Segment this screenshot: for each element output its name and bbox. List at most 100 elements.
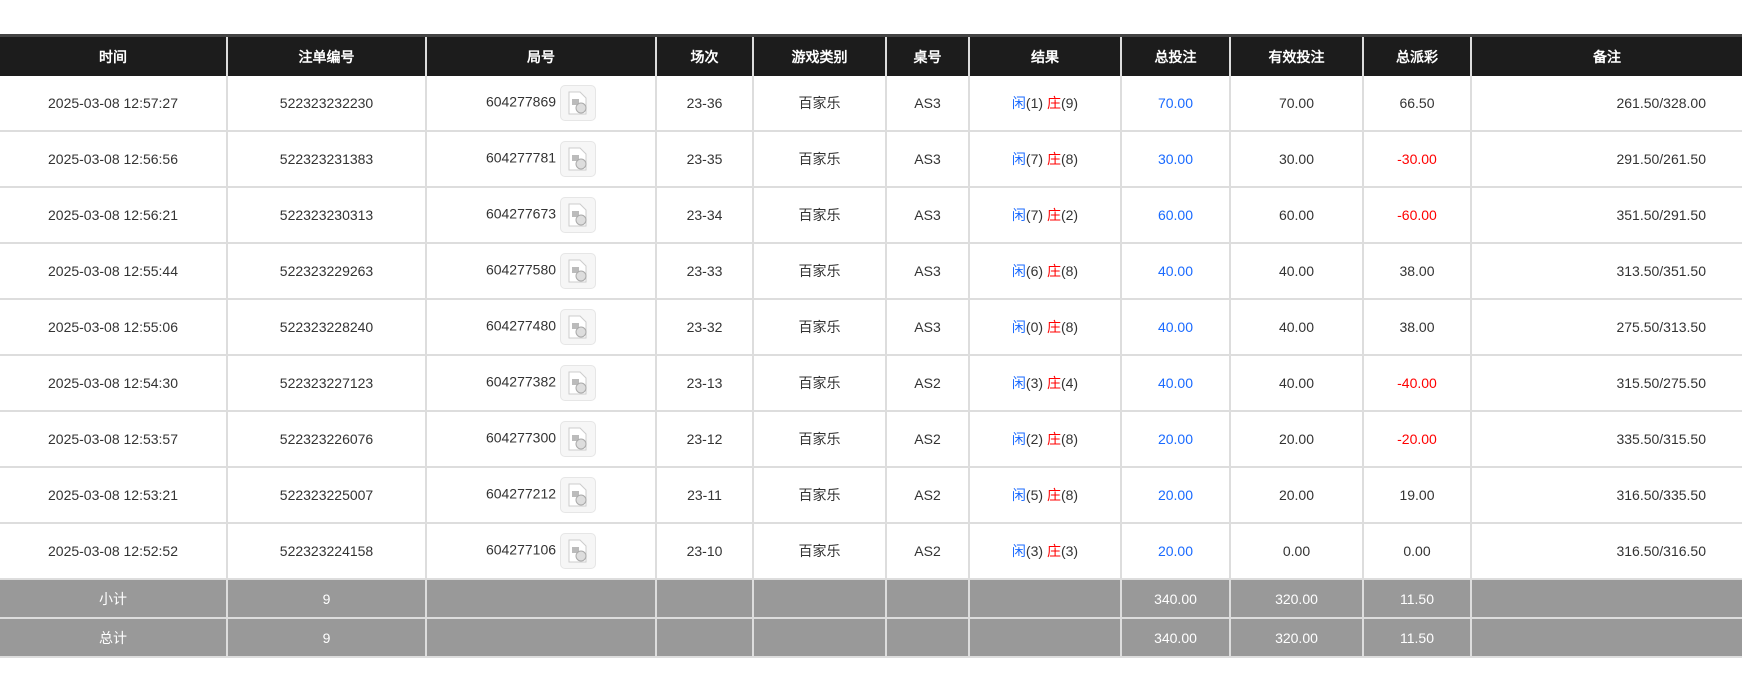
empty-cell [425, 579, 656, 619]
payout-cell: 0.00 [1362, 523, 1471, 580]
game-type-cell: 百家乐 [752, 76, 886, 132]
player-label: 闲 [1011, 543, 1026, 559]
table-row: 2025-03-08 12:53:21 522323225007 6042772… [0, 467, 1742, 524]
round-number: 604277382 [485, 373, 557, 390]
video-replay-icon[interactable] [560, 141, 597, 177]
result-cell: 闲(0) 庄(8) [968, 299, 1121, 356]
round-cell: 604277106 [425, 523, 656, 580]
player-label: 闲 [1011, 487, 1026, 503]
remark-cell: 351.50/291.50 [1470, 187, 1742, 244]
video-replay-icon[interactable] [560, 421, 597, 457]
valid-bet-cell: 40.00 [1229, 243, 1363, 300]
session-cell: 23-34 [655, 187, 753, 244]
game-type-cell: 百家乐 [752, 243, 886, 300]
total-bet-cell: 40.00 [1120, 299, 1230, 356]
table-cell: AS2 [885, 523, 969, 580]
column-header: 桌号 [885, 34, 969, 76]
result-cell: 闲(5) 庄(8) [968, 467, 1121, 524]
video-replay-icon[interactable] [560, 253, 597, 289]
session-cell: 23-10 [655, 523, 753, 580]
banker-label: 庄 [1046, 319, 1061, 335]
bet-records-table: 时间 注单编号 局号 场次 游戏类别 桌号 结果 总投注 有效投注 总派彩 备注 2025-03-0… [0, 34, 1742, 658]
table-cell: AS3 [885, 187, 969, 244]
subtotal-label: 小计 [0, 579, 227, 619]
banker-label: 庄 [1046, 487, 1061, 503]
table-row: 2025-03-08 12:52:52 522323224158 6042771… [0, 523, 1742, 580]
player-score: (1) [1025, 95, 1044, 111]
banker-score: (8) [1060, 263, 1079, 279]
total-valid: 320.00 [1229, 618, 1363, 658]
empty-cell [655, 579, 753, 619]
time-cell: 2025-03-08 12:56:56 [0, 131, 227, 188]
player-label: 闲 [1011, 151, 1026, 167]
time-cell: 2025-03-08 12:57:27 [0, 76, 227, 132]
player-score: (5) [1025, 487, 1044, 503]
banker-label: 庄 [1046, 151, 1061, 167]
empty-cell [885, 579, 969, 619]
empty-cell [1470, 579, 1742, 619]
table-row: 2025-03-08 12:56:21 522323230313 6042776… [0, 187, 1742, 244]
table-cell: AS3 [885, 131, 969, 188]
result-cell: 闲(6) 庄(8) [968, 243, 1121, 300]
subtotal-valid: 320.00 [1229, 579, 1363, 619]
total-bet-cell: 70.00 [1120, 76, 1230, 132]
remark-cell: 335.50/315.50 [1470, 411, 1742, 468]
subtotal-count: 9 [226, 579, 426, 619]
empty-cell [968, 579, 1121, 619]
banker-score: (8) [1060, 319, 1079, 335]
video-replay-icon[interactable] [560, 477, 597, 513]
banker-label: 庄 [1046, 375, 1061, 391]
game-type-cell: 百家乐 [752, 411, 886, 468]
total-bet-cell: 20.00 [1120, 467, 1230, 524]
banker-label: 庄 [1046, 207, 1061, 223]
round-number: 604277673 [485, 205, 557, 222]
round-cell: 604277300 [425, 411, 656, 468]
table-cell: AS2 [885, 355, 969, 412]
banker-label: 庄 [1046, 95, 1061, 111]
valid-bet-cell: 70.00 [1229, 76, 1363, 132]
total-bet-cell: 40.00 [1120, 355, 1230, 412]
subtotal-bet: 340.00 [1120, 579, 1230, 619]
valid-bet-cell: 60.00 [1229, 187, 1363, 244]
player-label: 闲 [1011, 207, 1026, 223]
player-score: (3) [1025, 543, 1044, 559]
order-number-cell: 522323230313 [226, 187, 426, 244]
column-header: 结果 [968, 34, 1121, 76]
table-row: 2025-03-08 12:55:44 522323229263 6042775… [0, 243, 1742, 300]
empty-cell [1470, 618, 1742, 658]
remark-cell: 291.50/261.50 [1470, 131, 1742, 188]
banker-label: 庄 [1046, 543, 1061, 559]
banker-score: (9) [1060, 95, 1079, 111]
valid-bet-cell: 0.00 [1229, 523, 1363, 580]
video-replay-icon[interactable] [560, 85, 597, 121]
result-cell: 闲(2) 庄(8) [968, 411, 1121, 468]
video-replay-icon[interactable] [560, 197, 597, 233]
session-cell: 23-36 [655, 76, 753, 132]
order-number-cell: 522323232230 [226, 76, 426, 132]
player-label: 闲 [1011, 319, 1026, 335]
remark-cell: 275.50/313.50 [1470, 299, 1742, 356]
payout-cell: 38.00 [1362, 243, 1471, 300]
order-number-cell: 522323225007 [226, 467, 426, 524]
valid-bet-cell: 20.00 [1229, 411, 1363, 468]
banker-score: (2) [1060, 207, 1079, 223]
game-type-cell: 百家乐 [752, 355, 886, 412]
player-label: 闲 [1011, 431, 1026, 447]
result-cell: 闲(1) 庄(9) [968, 76, 1121, 132]
payout-cell: 66.50 [1362, 76, 1471, 132]
empty-cell [425, 618, 656, 658]
game-type-cell: 百家乐 [752, 299, 886, 356]
empty-cell [655, 618, 753, 658]
time-cell: 2025-03-08 12:55:44 [0, 243, 227, 300]
column-header: 游戏类别 [752, 34, 886, 76]
round-cell: 604277673 [425, 187, 656, 244]
session-cell: 23-35 [655, 131, 753, 188]
banker-label: 庄 [1046, 431, 1061, 447]
valid-bet-cell: 20.00 [1229, 467, 1363, 524]
total-payout: 11.50 [1362, 618, 1471, 658]
video-replay-icon[interactable] [560, 365, 597, 401]
remark-cell: 316.50/335.50 [1470, 467, 1742, 524]
session-cell: 23-33 [655, 243, 753, 300]
video-replay-icon[interactable] [560, 309, 597, 345]
video-replay-icon[interactable] [560, 533, 597, 569]
